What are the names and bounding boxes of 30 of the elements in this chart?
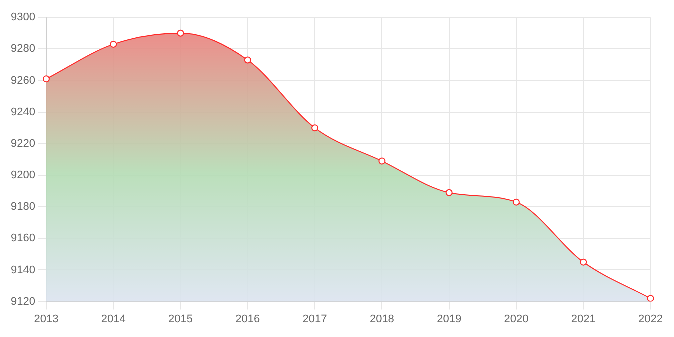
x-tick-label: 2016 — [236, 313, 260, 326]
point — [446, 189, 453, 196]
y-tick-label: 9140 — [10, 264, 36, 276]
x-tick-label: 2015 — [168, 313, 193, 326]
y-tick-label: 9220 — [10, 138, 36, 150]
x-tick-label: 2018 — [370, 313, 394, 326]
point — [580, 258, 588, 266]
y-tick-label: 9200 — [10, 170, 36, 182]
x-tick-label: 2021 — [571, 313, 596, 326]
x-tick-label: 2017 — [302, 313, 328, 326]
x-tick-label: 2022 — [638, 313, 664, 326]
y-tick-label: 9280 — [10, 43, 36, 56]
point — [512, 198, 520, 206]
point — [110, 40, 118, 48]
y-tick-label: 9120 — [10, 296, 36, 308]
x-tick-label: 2020 — [504, 313, 529, 326]
y-tick-label: 9180 — [10, 201, 36, 214]
x-tick-label: 2014 — [101, 313, 126, 326]
y-tick-label: 9160 — [10, 232, 36, 245]
point — [177, 30, 184, 37]
point — [647, 295, 654, 302]
point — [378, 158, 386, 165]
y-tick-label: 9240 — [10, 106, 36, 118]
x-tick-label: 2019 — [437, 313, 462, 326]
point — [42, 76, 50, 83]
point — [244, 56, 252, 64]
y-tick-label: 9300 — [10, 12, 36, 24]
point — [312, 124, 319, 132]
x-tick-label: 2013 — [34, 313, 59, 326]
y-tick-label: 9260 — [10, 74, 36, 87]
